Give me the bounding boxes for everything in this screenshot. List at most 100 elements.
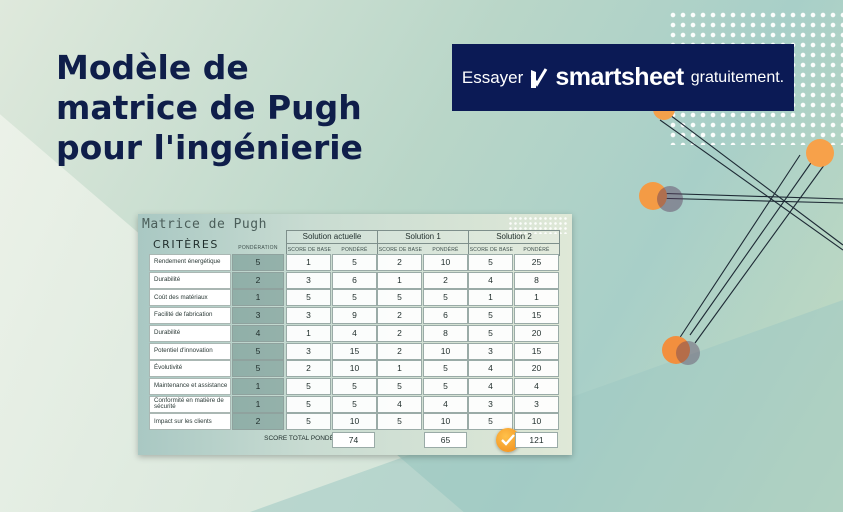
sphere-4 [662, 336, 690, 364]
solution-header-1: Solution 1 SCORE DE BASE PONDÉRÉ [377, 230, 469, 256]
weighted-score-cell: 4 [514, 377, 559, 395]
molecule-illustration [639, 98, 843, 365]
table-row: Potentiel d'innovation 5 3 15 2 10 3 15 [149, 342, 559, 360]
criterion-cell: Impact sur les clients [149, 413, 231, 431]
weight-cell: 2 [232, 271, 284, 289]
pugh-matrix-card: Matrice de Pugh CRITÈRES PONDÉRATION Sol… [138, 214, 572, 455]
weighted-score-cell: 5 [332, 395, 377, 413]
total-current: 74 [332, 432, 375, 448]
solution-name: Solution 2 [469, 231, 559, 244]
sphere-2 [639, 182, 667, 210]
base-score-header: SCORE DE BASE [469, 247, 514, 253]
page-title: Modèle de matrice de Pugh pour l'ingénie… [56, 48, 386, 168]
title-line-1: Modèle de [56, 48, 249, 87]
base-score-header: SCORE DE BASE [287, 247, 332, 253]
base-score-cell: 5 [377, 377, 422, 395]
base-score-cell: 3 [286, 307, 331, 325]
weighted-score-cell: 4 [423, 395, 468, 413]
base-score-cell: 2 [377, 324, 422, 342]
weight-cell: 4 [232, 324, 284, 342]
weighted-score-cell: 20 [514, 324, 559, 342]
solution-header-current: Solution actuelle SCORE DE BASE PONDÉRÉ [286, 230, 378, 256]
card-dot-pattern [508, 216, 568, 234]
table-row: Conformité en matière de sécurité 1 5 5 4 4 3 3 [149, 395, 559, 413]
weight-cell: 1 [232, 395, 284, 413]
weighted-score-cell: 10 [332, 360, 377, 378]
base-score-cell: 2 [377, 307, 422, 325]
base-score-cell: 1 [286, 254, 331, 271]
base-score-cell: 5 [468, 324, 513, 342]
table-row: Rendement énergétique 5 1 5 2 10 5 25 [149, 254, 559, 271]
base-score-header: SCORE DE BASE [378, 247, 423, 253]
criterion-cell: Coût des matériaux [149, 289, 231, 307]
criterion-cell: Durabilité [149, 271, 231, 289]
weight-cell: 3 [232, 307, 284, 325]
criterion-cell: Évolutivité [149, 360, 231, 378]
weighted-score-cell: 10 [423, 342, 468, 360]
table-row: Durabilité 4 1 4 2 8 5 20 [149, 324, 559, 342]
weighted-score-cell: 10 [423, 413, 468, 431]
title-line-2: matrice de Pugh [56, 88, 362, 127]
try-smartsheet-button[interactable]: Essayer smartsheet gratuitement. [452, 44, 794, 111]
base-score-cell: 4 [377, 395, 422, 413]
sphere-3 [806, 139, 834, 167]
table-row: Évolutivité 5 2 10 1 5 4 20 [149, 360, 559, 378]
weighted-score-cell: 9 [332, 307, 377, 325]
table-row: Coût des matériaux 1 5 5 5 5 1 1 [149, 289, 559, 307]
weighted-score-cell: 5 [423, 289, 468, 307]
table-row: Durabilité 2 3 6 1 2 4 8 [149, 271, 559, 289]
base-score-cell: 3 [286, 271, 331, 289]
weighted-score-cell: 25 [514, 254, 559, 271]
base-score-cell: 5 [286, 395, 331, 413]
weighted-score-cell: 6 [332, 271, 377, 289]
weighted-score-cell: 15 [514, 307, 559, 325]
weighted-score-cell: 20 [514, 360, 559, 378]
weighted-score-cell: 1 [514, 289, 559, 307]
cta-brand: smartsheet [555, 63, 684, 91]
smartsheet-logo-icon [531, 67, 548, 88]
table-row: Maintenance et assistance 1 5 5 5 5 4 4 [149, 377, 559, 395]
table-row: Impact sur les clients 2 5 10 5 10 5 10 [149, 413, 559, 431]
weight-cell: 1 [232, 289, 284, 307]
base-score-cell: 5 [468, 307, 513, 325]
weight-cell: 2 [232, 413, 284, 431]
criterion-cell: Maintenance et assistance [149, 377, 231, 395]
weighted-score-cell: 15 [332, 342, 377, 360]
base-score-cell: 1 [286, 324, 331, 342]
criterion-cell: Potentiel d'innovation [149, 342, 231, 360]
weighted-score-cell: 5 [423, 360, 468, 378]
weighted-header: PONDÉRÉ [341, 247, 368, 253]
weight-cell: 1 [232, 377, 284, 395]
cta-prefix: Essayer [461, 67, 524, 87]
weighted-score-cell: 10 [332, 413, 377, 431]
table-row: Facilité de fabrication 3 3 9 2 6 5 15 [149, 307, 559, 325]
weighted-score-cell: 2 [423, 271, 468, 289]
solution-name: Solution 1 [378, 231, 468, 244]
base-score-cell: 4 [468, 377, 513, 395]
base-score-cell: 4 [468, 360, 513, 378]
solution-header-2: Solution 2 SCORE DE BASE PONDÉRÉ [468, 230, 560, 256]
weighted-score-cell: 8 [423, 324, 468, 342]
weighted-score-cell: 5 [332, 254, 377, 271]
criterion-cell: Durabilité [149, 324, 231, 342]
base-score-cell: 3 [468, 342, 513, 360]
cta-suffix: gratuitement. [690, 68, 785, 86]
solution-name: Solution actuelle [287, 231, 377, 244]
weighted-score-cell: 15 [514, 342, 559, 360]
weight-cell: 5 [232, 342, 284, 360]
weighted-header: PONDÉRÉ [523, 247, 550, 253]
total-label: SCORE TOTAL PONDÉRÉ [264, 435, 343, 442]
base-score-cell: 1 [377, 271, 422, 289]
weighted-score-cell: 3 [514, 395, 559, 413]
base-score-cell: 2 [377, 254, 422, 271]
base-score-cell: 5 [286, 413, 331, 431]
title-line-3: pour l'ingénierie [56, 128, 363, 167]
weighted-score-cell: 4 [332, 324, 377, 342]
weighted-score-cell: 8 [514, 271, 559, 289]
weight-cell: 5 [232, 254, 284, 271]
criterion-cell: Rendement énergétique [149, 254, 231, 271]
base-score-cell: 5 [286, 377, 331, 395]
base-score-cell: 2 [377, 342, 422, 360]
weighted-score-cell: 5 [332, 377, 377, 395]
base-score-cell: 5 [468, 413, 513, 431]
